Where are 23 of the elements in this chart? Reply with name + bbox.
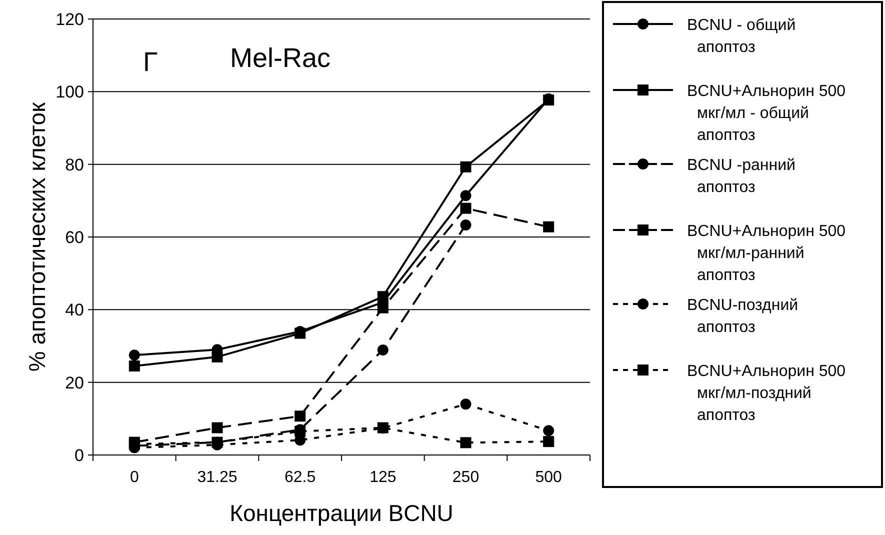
y-tick-label: 0 xyxy=(74,446,84,465)
x-axis-title: Концентрации BCNU xyxy=(230,500,454,526)
x-tick-label: 250 xyxy=(452,469,480,486)
legend-label: BCNU - общий апоптоз xyxy=(687,17,796,56)
y-tick-label: 80 xyxy=(65,155,84,174)
x-tick-label: 62.5 xyxy=(284,469,316,486)
y-tick-label: 120 xyxy=(56,10,84,29)
x-tick-label: 125 xyxy=(370,469,396,486)
legend-label: BCNU+Альнорин 500 мкг/мл - общий апоптоз xyxy=(687,83,846,144)
y-tick-label: 20 xyxy=(65,373,84,392)
y-tick-label: 100 xyxy=(56,82,84,102)
legend-label: BCNU+Альнорин 500 мкг/мл-поздний апоптоз xyxy=(687,363,846,424)
x-tick-label: 500 xyxy=(535,469,562,486)
x-tick-label: 0 xyxy=(130,469,139,486)
y-axis-title: % апоптотических клеток xyxy=(24,101,50,372)
y-tick-label: 40 xyxy=(65,300,84,320)
legend-label: BCNU+Альнорин 500 мкг/мл-ранний апоптоз xyxy=(687,223,846,284)
x-tick-label: 31.25 xyxy=(197,469,238,486)
y-tick-label: 60 xyxy=(65,228,84,247)
legend-label: BCNU-поздний апоптоз xyxy=(687,297,798,336)
text: Mel-Rac xyxy=(230,43,331,73)
annotation: Г xyxy=(143,47,158,77)
legend-label: BCNU -ранний апоптоз xyxy=(687,157,796,196)
